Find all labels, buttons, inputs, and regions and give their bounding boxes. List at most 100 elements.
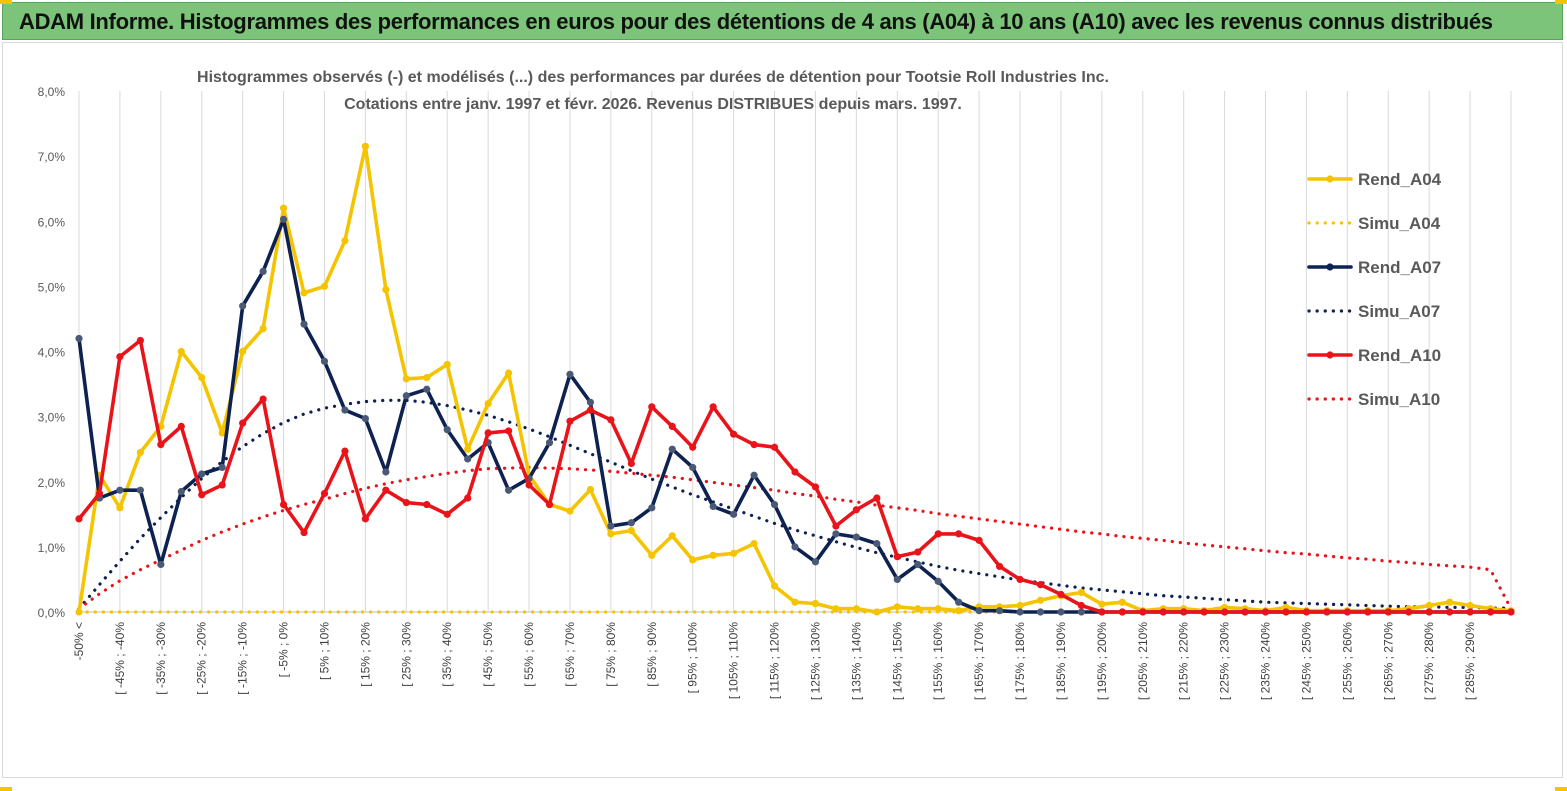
corner-mark (0, 787, 12, 791)
x-tick-label: [ 155% ; 160% (931, 622, 945, 700)
x-tick-label: [ 215% ; 220% (1177, 622, 1191, 700)
data-point (259, 267, 267, 275)
data-point (402, 498, 410, 507)
data-point (259, 395, 267, 403)
data-point (955, 607, 963, 615)
x-tick-label: [ 205% ; 210% (1136, 622, 1150, 700)
legend-label: Rend_A04 (1358, 170, 1442, 189)
data-point (852, 605, 860, 613)
data-point (914, 560, 922, 569)
data-point (116, 504, 124, 512)
data-point (566, 417, 574, 425)
data-point (505, 486, 513, 494)
data-point (157, 441, 165, 449)
corner-mark (1555, 787, 1567, 791)
data-point (484, 429, 492, 437)
x-tick-label: [ 35% ; 40% (440, 622, 454, 687)
data-point (832, 530, 840, 538)
data-point (955, 530, 963, 538)
data-point (893, 575, 901, 584)
data-point (811, 483, 820, 491)
data-point (1036, 581, 1045, 589)
data-point (1016, 575, 1024, 584)
data-point (709, 403, 717, 411)
data-point (361, 414, 369, 423)
data-point (1077, 601, 1085, 610)
data-point (464, 445, 472, 453)
data-point (770, 500, 779, 509)
data-point (484, 400, 492, 408)
data-point (75, 334, 83, 343)
data-point (852, 533, 860, 541)
data-point (750, 441, 758, 449)
data-point (955, 598, 963, 606)
data-point (341, 447, 349, 455)
data-point (648, 504, 656, 512)
chart-subtitle: Cotations entre janv. 1997 et févr. 2026… (344, 96, 962, 113)
data-point (1323, 608, 1331, 616)
x-tick-label: [ 95% ; 100% (686, 622, 700, 694)
chart-title: Histogrammes observés (-) et modélisés (… (197, 69, 1109, 86)
data-point (1364, 608, 1372, 616)
x-tick-label: [ 45% ; 50% (481, 622, 495, 687)
data-point (811, 599, 820, 608)
data-point (95, 489, 104, 498)
y-tick-label: 8,0% (38, 85, 66, 99)
data-point (1221, 608, 1229, 616)
report-header: ADAM Informe. Histogrammes des performan… (2, 2, 1563, 40)
data-point (320, 282, 329, 290)
data-point (464, 494, 472, 502)
data-point (382, 486, 390, 494)
data-point (116, 353, 124, 361)
data-point (218, 481, 226, 489)
data-point (586, 485, 595, 494)
x-tick-label: [ 235% ; 240% (1259, 622, 1273, 700)
data-point (709, 551, 717, 559)
series-line-simu-a07 (77, 398, 1513, 611)
data-point (852, 506, 860, 514)
x-tick-label: [ 105% ; 110% (727, 622, 741, 699)
data-point (198, 470, 206, 478)
data-point (873, 540, 881, 548)
x-tick-label: [ 55% ; 60% (522, 622, 536, 687)
data-point (545, 500, 554, 509)
data-point (300, 320, 308, 328)
data-point (586, 406, 595, 414)
data-point (1343, 608, 1351, 616)
data-point (177, 422, 185, 430)
data-point (1098, 608, 1106, 616)
x-tick-label: [ -15% ; -10% (236, 622, 250, 695)
data-point (934, 577, 942, 585)
data-point (320, 357, 329, 365)
data-point (791, 543, 799, 551)
y-tick-label: 0,0% (38, 606, 66, 620)
x-tick-label: [ -25% ; -20% (195, 622, 209, 695)
data-point (832, 605, 840, 613)
data-point (668, 532, 676, 540)
data-point (1016, 601, 1024, 610)
data-point (382, 286, 390, 294)
data-point (525, 481, 533, 489)
data-point (1405, 608, 1413, 616)
data-point (668, 422, 676, 430)
report-title: ADAM Informe. Histogrammes des performan… (19, 9, 1493, 34)
data-point (136, 486, 144, 494)
series-line-rend-a07 (77, 217, 1513, 614)
data-point (1118, 608, 1126, 616)
data-point (75, 608, 83, 616)
data-point (443, 426, 451, 434)
x-tick-label: [ 5% ; 10% (317, 622, 331, 680)
data-point (505, 369, 513, 377)
data-point (259, 325, 267, 333)
x-tick-label: [ 25% ; 30% (399, 622, 413, 687)
data-point (1036, 608, 1045, 616)
data-point (607, 522, 615, 530)
x-tick-label: [ 115% ; 120% (768, 622, 782, 699)
x-tick-label: [ -45% ; -40% (113, 622, 127, 695)
data-point (750, 471, 758, 479)
x-tick-label: [ 175% ; 180% (1013, 622, 1027, 700)
data-point (177, 347, 185, 356)
data-point (832, 522, 840, 530)
data-point (627, 519, 635, 527)
y-tick-label: 4,0% (38, 346, 66, 360)
